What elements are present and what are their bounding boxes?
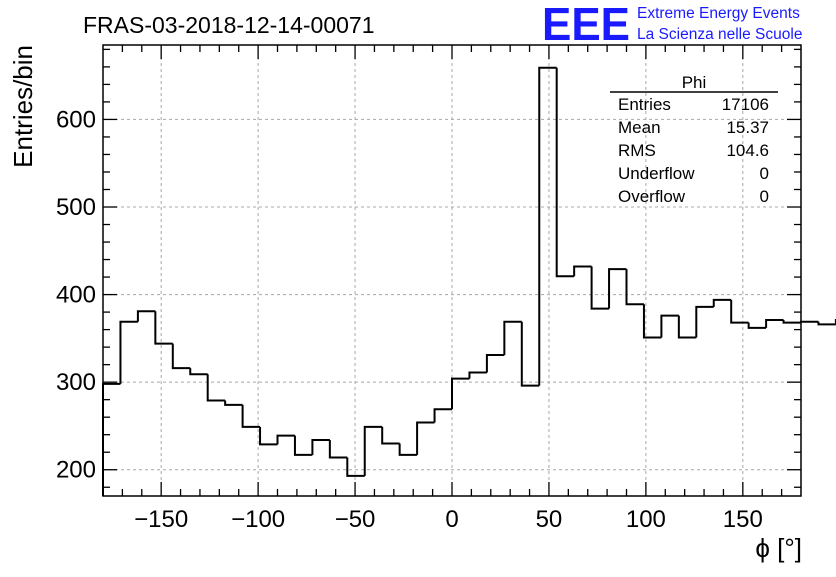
stats-row-label: Underflow: [618, 164, 695, 183]
stats-box-title: Phi: [682, 73, 707, 92]
x-axis-label: ϕ [°]: [755, 533, 802, 563]
y-tick-label: 400: [56, 282, 96, 309]
x-tick-label: −150: [134, 506, 188, 533]
stats-row-label: Entries: [618, 95, 671, 114]
stats-row-value: 0: [760, 187, 769, 206]
y-axis-label: Entries/bin: [8, 45, 38, 168]
chart-title: FRAS-03-2018-12-14-00071: [83, 12, 375, 38]
y-tick-label: 600: [56, 106, 96, 133]
x-tick-label: −50: [335, 506, 376, 533]
stats-row-label: Overflow: [618, 187, 686, 206]
eee-logo-line2: La Scienza nelle Scuole: [637, 26, 802, 43]
x-tick-label: 50: [536, 506, 563, 533]
x-tick-label: −100: [231, 506, 285, 533]
x-tick-label: 100: [626, 506, 666, 533]
y-tick-label: 500: [56, 194, 96, 221]
eee-logo-line1: Extreme Energy Events: [637, 5, 800, 22]
stats-row-value: 15.37: [726, 118, 769, 137]
stats-row-value: 104.6: [726, 141, 769, 160]
x-tick-label: 0: [445, 506, 458, 533]
eee-logo-mark: EEE: [542, 0, 630, 50]
stats-row-value: 0: [760, 164, 769, 183]
x-tick-label: 150: [723, 506, 763, 533]
stats-row-label: Mean: [618, 118, 661, 137]
y-tick-label: 300: [56, 369, 96, 396]
stats-row-value: 17106: [722, 95, 769, 114]
histogram-bin: [801, 322, 818, 323]
y-tick-label: 200: [56, 457, 96, 484]
stats-row-label: RMS: [618, 141, 656, 160]
